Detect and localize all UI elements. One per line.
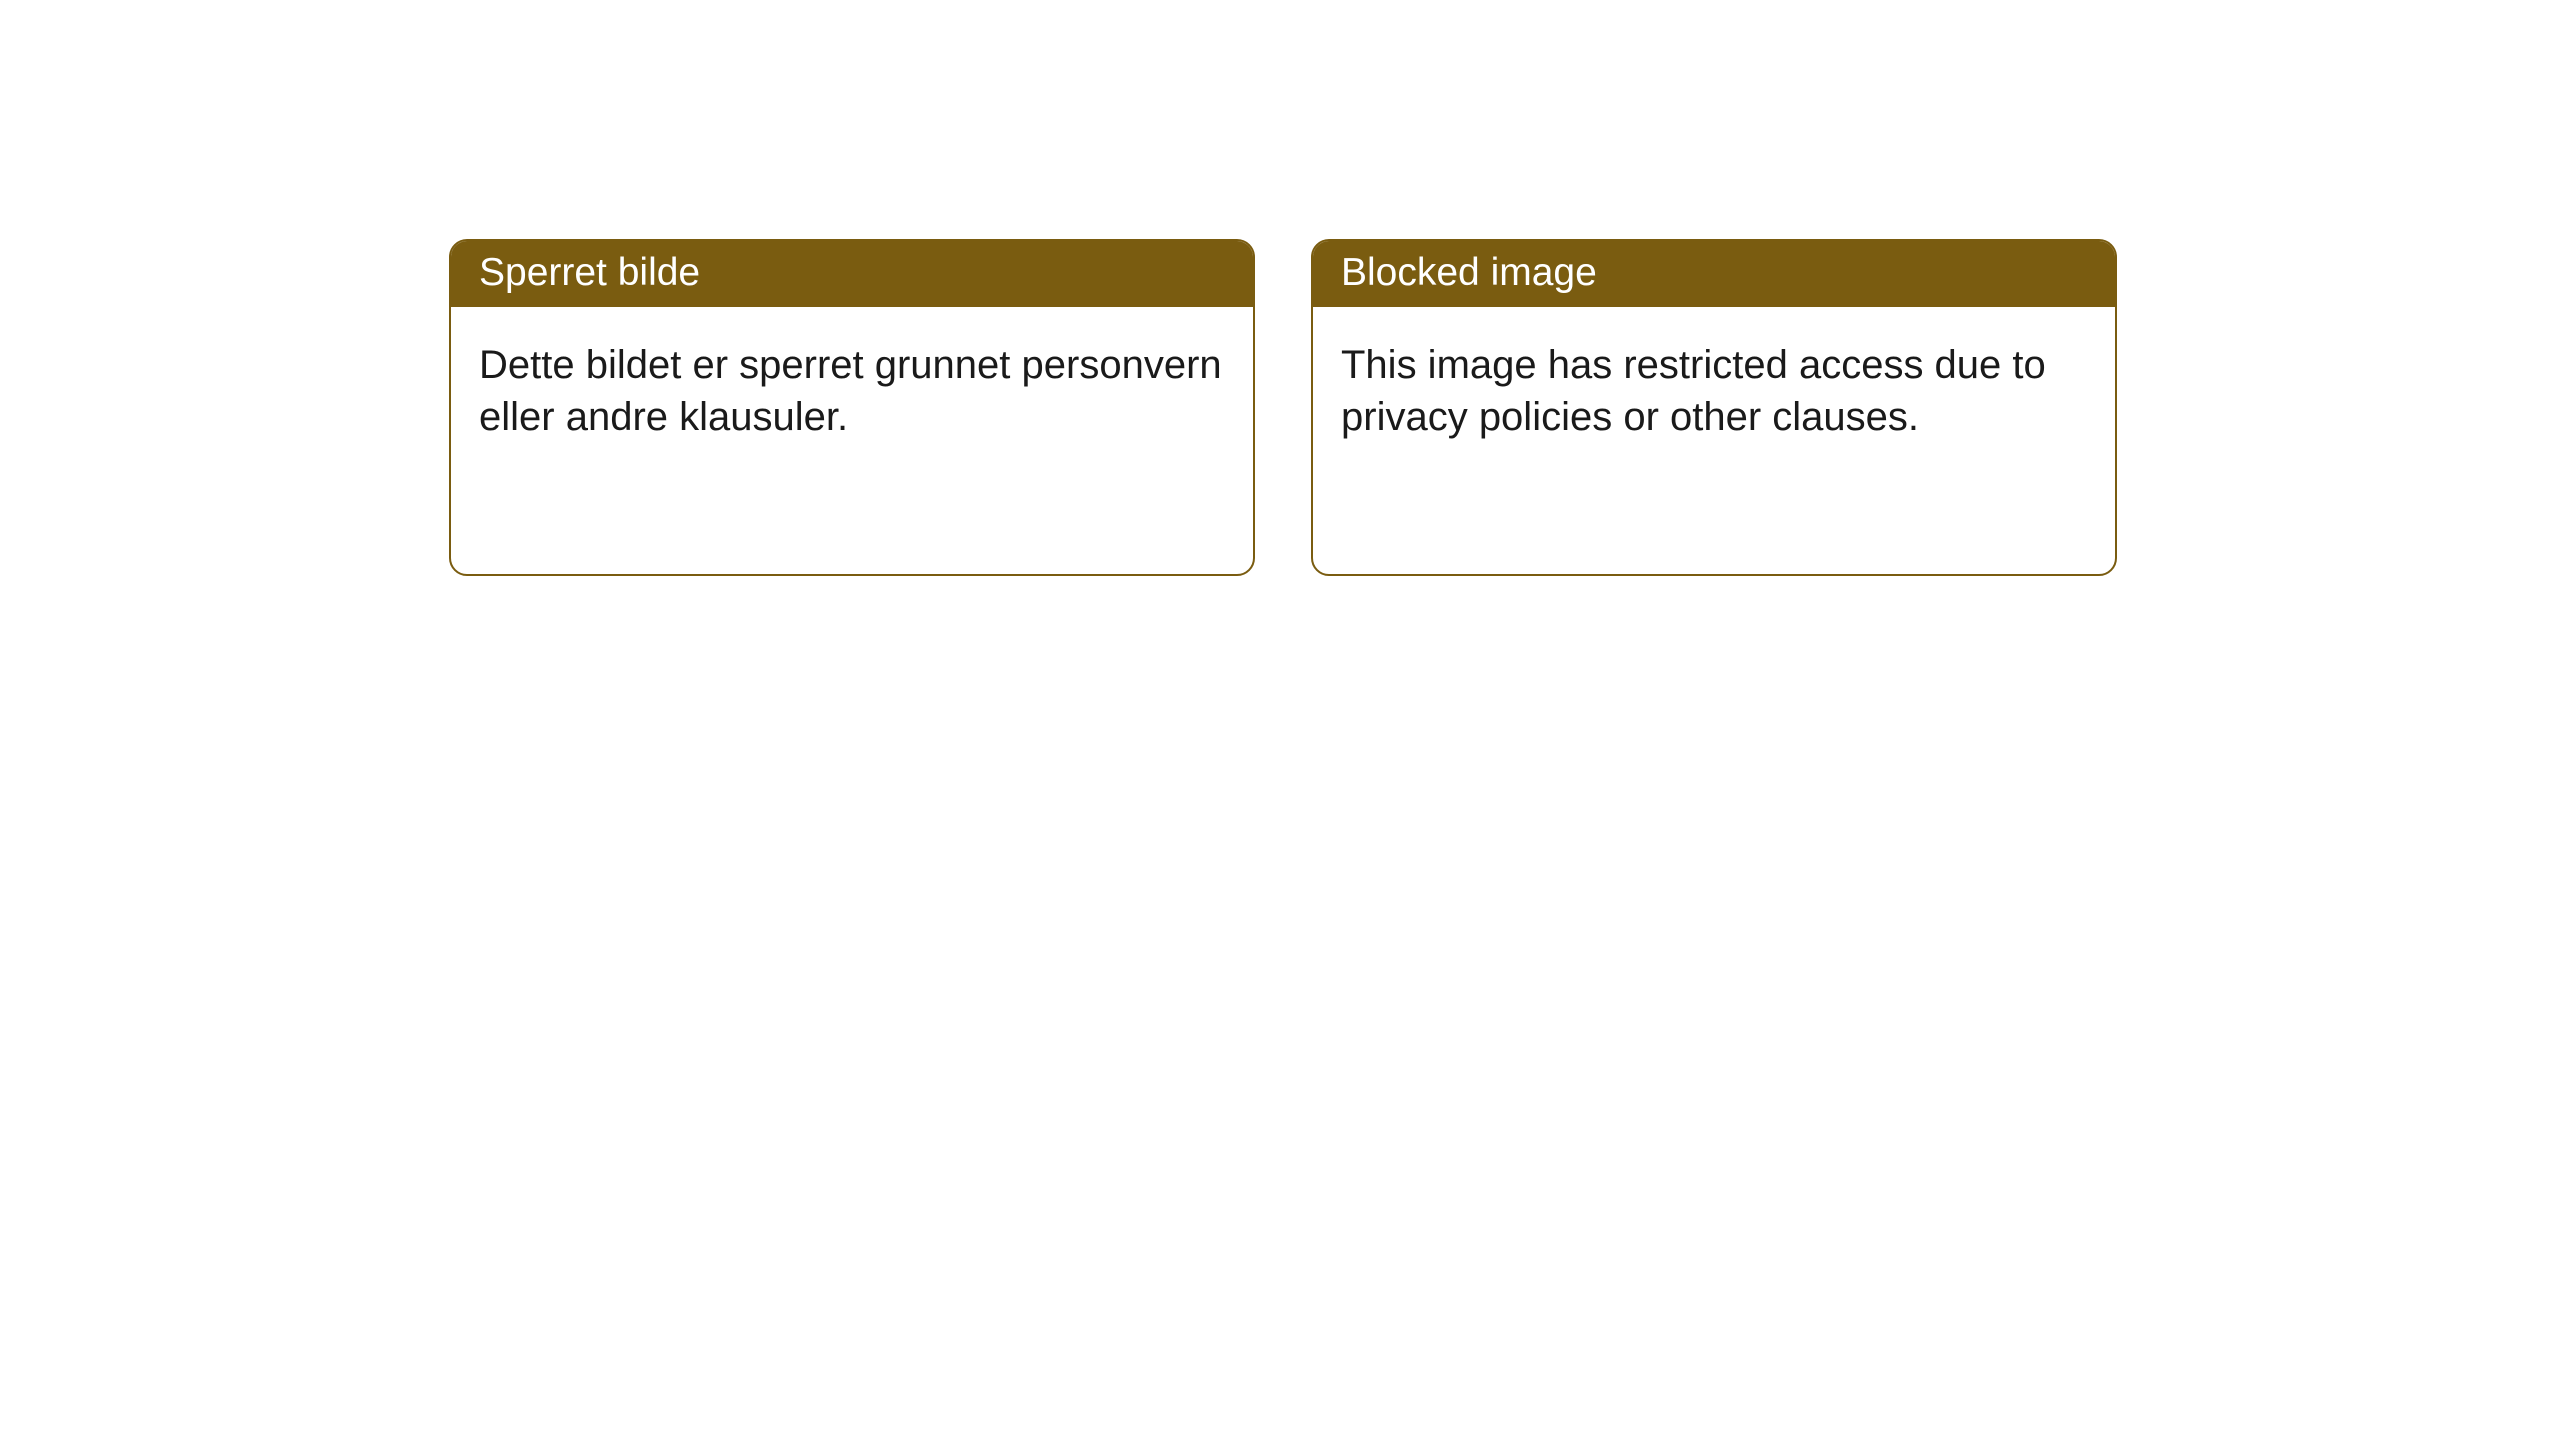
- blocked-image-card-no: Sperret bilde Dette bildet er sperret gr…: [449, 239, 1255, 576]
- blocked-image-card-en: Blocked image This image has restricted …: [1311, 239, 2117, 576]
- card-body-en: This image has restricted access due to …: [1313, 307, 2115, 475]
- card-header-no: Sperret bilde: [451, 241, 1253, 307]
- blocked-image-notices: Sperret bilde Dette bildet er sperret gr…: [0, 0, 2560, 576]
- card-header-en: Blocked image: [1313, 241, 2115, 307]
- card-body-no: Dette bildet er sperret grunnet personve…: [451, 307, 1253, 475]
